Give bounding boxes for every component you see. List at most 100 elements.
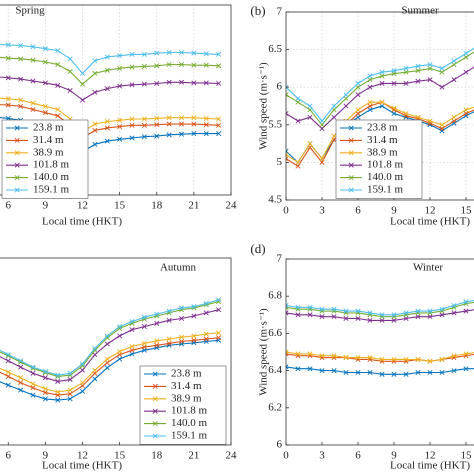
x-tick-label: 3	[319, 450, 325, 462]
point-marker	[117, 65, 123, 71]
legend-label: 140.0 m	[171, 417, 208, 429]
x-tick-label: 15	[461, 450, 473, 462]
point-marker	[439, 122, 445, 128]
point-marker	[331, 368, 337, 374]
point-marker	[203, 80, 209, 86]
point-marker	[166, 132, 172, 138]
point-marker	[79, 81, 86, 87]
legend-marker	[152, 396, 158, 402]
point-marker	[178, 339, 185, 345]
point-marker	[355, 308, 361, 314]
point-marker	[67, 68, 73, 75]
point-marker	[295, 312, 301, 318]
series-line	[0, 309, 219, 382]
point-marker	[141, 122, 147, 128]
point-marker	[451, 114, 457, 120]
series-line	[0, 43, 219, 75]
point-marker	[451, 353, 457, 359]
point-marker	[403, 316, 409, 322]
legend-marker	[14, 187, 20, 193]
point-marker	[331, 114, 337, 120]
point-marker	[463, 351, 469, 357]
point-marker	[307, 351, 313, 357]
point-marker	[451, 118, 457, 124]
point-marker	[367, 317, 373, 323]
chart-title: Autumn	[160, 262, 197, 274]
point-marker	[463, 366, 469, 372]
point-marker	[42, 46, 48, 52]
point-marker	[55, 397, 61, 403]
point-marker	[166, 317, 172, 323]
point-marker	[286, 310, 289, 316]
point-marker	[379, 80, 385, 86]
y-tick-label: 4.5	[268, 194, 282, 206]
point-marker	[307, 304, 313, 310]
point-marker	[104, 333, 110, 339]
x-tick-label: 21	[188, 450, 199, 462]
point-marker	[439, 126, 445, 132]
y-tick-label: 6.6	[268, 327, 282, 339]
point-marker	[141, 63, 147, 69]
point-marker	[92, 345, 98, 351]
point-marker	[178, 49, 185, 56]
point-marker	[129, 135, 135, 141]
point-marker	[379, 73, 385, 79]
point-marker	[286, 364, 289, 370]
point-marker	[451, 62, 457, 68]
point-marker	[403, 356, 409, 362]
point-marker	[191, 121, 197, 127]
point-marker	[154, 133, 160, 139]
axes-frame	[0, 257, 232, 446]
point-marker	[203, 336, 209, 342]
legend-marker	[14, 125, 20, 131]
point-marker	[92, 367, 98, 373]
legend-marker	[348, 125, 354, 131]
point-marker	[415, 369, 421, 375]
point-marker	[141, 81, 147, 87]
x-axis-label: Local time (HKT)	[42, 216, 122, 228]
point-marker	[129, 343, 135, 350]
x-tick-label: 3	[319, 205, 325, 217]
point-marker	[391, 312, 397, 318]
point-marker	[18, 97, 24, 103]
point-marker	[367, 107, 373, 113]
x-tick-label: 15	[461, 205, 473, 217]
point-marker	[67, 377, 73, 383]
point-marker	[79, 363, 86, 369]
point-marker	[319, 353, 325, 359]
series-line	[0, 76, 219, 101]
point-marker	[166, 62, 172, 68]
point-marker	[42, 386, 48, 392]
point-marker	[307, 103, 313, 109]
point-marker	[463, 50, 469, 56]
point-marker	[154, 81, 160, 87]
point-marker	[286, 302, 289, 309]
point-marker	[67, 56, 73, 62]
point-marker	[42, 375, 48, 381]
point-marker	[55, 113, 61, 119]
point-marker	[216, 335, 222, 341]
point-marker	[415, 78, 421, 84]
point-marker	[79, 388, 86, 394]
point-marker	[129, 351, 135, 357]
point-marker	[129, 51, 135, 57]
point-marker	[391, 371, 397, 377]
point-marker	[154, 338, 160, 344]
point-marker	[427, 65, 433, 71]
point-marker	[92, 352, 98, 358]
legend-label: 159.1 m	[171, 430, 208, 442]
point-marker	[319, 118, 325, 124]
point-marker	[319, 122, 325, 128]
x-tick-label: 24	[226, 450, 238, 462]
legend-marker	[348, 187, 354, 193]
point-marker	[367, 355, 373, 361]
point-marker	[191, 115, 197, 121]
legend-box	[1, 119, 89, 199]
point-marker	[18, 56, 24, 62]
legend-label: 101.8 m	[171, 405, 208, 417]
x-tick-label: 12	[425, 450, 436, 462]
point-marker	[18, 358, 24, 364]
point-marker	[30, 385, 36, 391]
point-marker	[42, 110, 48, 116]
legend-label: 159.1 m	[33, 184, 70, 196]
